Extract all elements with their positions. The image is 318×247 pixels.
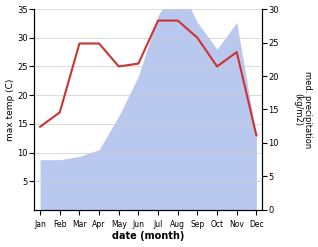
Y-axis label: max temp (C): max temp (C)	[5, 78, 15, 141]
Y-axis label: med. precipitation
(kg/m2): med. precipitation (kg/m2)	[293, 71, 313, 148]
X-axis label: date (month): date (month)	[112, 231, 184, 242]
